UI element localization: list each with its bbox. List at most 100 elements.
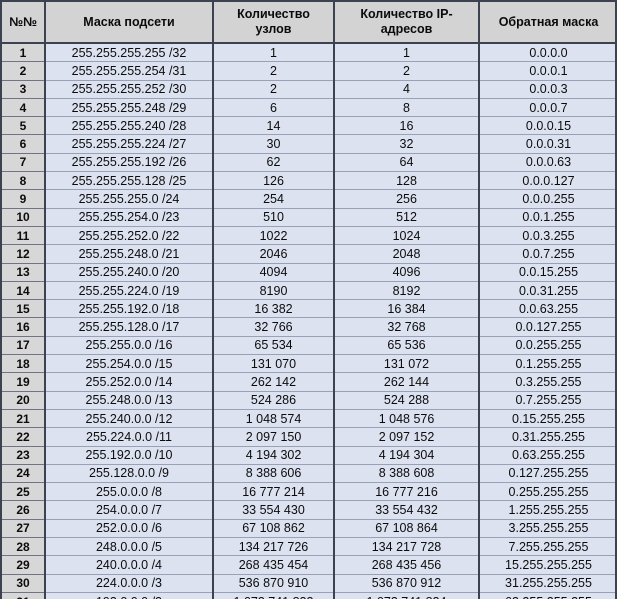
cell-ip-count: 4 194 304 xyxy=(334,446,480,465)
cell-ip-count: 1 073 741 824 xyxy=(334,592,480,599)
cell-subnet-mask: 248.0.0.0 /5 xyxy=(45,537,214,557)
cell-wildcard-mask: 0.255.255.255 xyxy=(479,482,619,502)
table-row: 30 224.0.0.0 /3 536 870 910 536 870 912 31.2… xyxy=(0,574,619,593)
table-row: 20 255.248.0.0 /13 524 286 524 288 0.7.255.2… xyxy=(0,391,619,410)
cell-wildcard-mask: 0.0.0.1 xyxy=(479,61,619,81)
cell-wildcard-mask: 0.0.31.255 xyxy=(479,281,619,301)
cell-subnet-mask: 255.255.0.0 /16 xyxy=(45,336,214,356)
cell-ip-count: 8 xyxy=(334,98,480,118)
cell-host-count: 67 108 862 xyxy=(213,519,335,539)
cell-host-count: 254 xyxy=(213,189,335,209)
cell-wildcard-mask: 0.3.255.255 xyxy=(479,372,619,392)
cell-host-count: 8190 xyxy=(213,281,335,301)
cell-row-number: 19 xyxy=(0,372,46,392)
cell-ip-count: 134 217 728 xyxy=(334,537,480,557)
cell-host-count: 6 xyxy=(213,98,335,118)
cell-row-number: 1 xyxy=(0,43,46,63)
cell-wildcard-mask: 7.255.255.255 xyxy=(479,537,619,557)
column-header-ip-count: Количество IP-адресов xyxy=(334,0,480,44)
table-row: 17 255.255.0.0 /16 65 534 65 536 0.0.255.255 xyxy=(0,336,619,356)
cell-ip-count: 268 435 456 xyxy=(334,555,480,575)
cell-host-count: 536 870 910 xyxy=(213,574,335,593)
cell-row-number: 28 xyxy=(0,537,46,557)
table-row: 15 255.255.192.0 /18 16 382 16 384 0.0.63.25… xyxy=(0,299,619,319)
cell-subnet-mask: 255.192.0.0 /10 xyxy=(45,446,214,465)
cell-ip-count: 16 xyxy=(334,116,480,136)
cell-subnet-mask: 255.255.248.0 /21 xyxy=(45,244,214,264)
table-body: 1 255.255.255.255 /32 1 1 0.0.0.0 2 255.255.25… xyxy=(0,43,619,599)
cell-wildcard-mask: 0.0.0.63 xyxy=(479,153,619,173)
cell-wildcard-mask: 0.0.127.255 xyxy=(479,317,619,337)
cell-row-number: 30 xyxy=(0,574,46,593)
table-row: 16 255.255.128.0 /17 32 766 32 768 0.0.127.2… xyxy=(0,317,619,337)
cell-row-number: 23 xyxy=(0,446,46,465)
cell-ip-count: 2048 xyxy=(334,244,480,264)
cell-row-number: 4 xyxy=(0,98,46,118)
cell-wildcard-mask: 0.63.255.255 xyxy=(479,446,619,465)
cell-row-number: 12 xyxy=(0,244,46,264)
cell-ip-count: 512 xyxy=(334,208,480,227)
table-row: 31192.0.0.0 /21 073 741 8221 073 741 824… xyxy=(0,592,619,599)
cell-subnet-mask: 255.255.255.0 /24 xyxy=(45,189,214,209)
cell-host-count: 30 xyxy=(213,134,335,154)
cell-subnet-mask: 255.255.192.0 /18 xyxy=(45,299,214,319)
cell-row-number: 31 xyxy=(0,592,46,599)
cell-subnet-mask: 255.128.0.0 /9 xyxy=(45,464,214,484)
cell-wildcard-mask: 0.0.15.255 xyxy=(479,263,619,282)
cell-wildcard-mask: 0.0.0.3 xyxy=(479,80,619,99)
cell-host-count: 62 xyxy=(213,153,335,173)
cell-subnet-mask: 255.224.0.0 /11 xyxy=(45,427,214,447)
cell-host-count: 1022 xyxy=(213,226,335,246)
cell-ip-count: 256 xyxy=(334,189,480,209)
cell-row-number: 26 xyxy=(0,500,46,520)
cell-row-number: 27 xyxy=(0,519,46,539)
cell-row-number: 2 xyxy=(0,61,46,81)
table-row: 5 255.255.255.240 /28 14 16 0.0.0.15 xyxy=(0,116,619,136)
table-row: 9 255.255.255.0 /24 254 256 0.0.0.255 xyxy=(0,189,619,209)
cell-host-count: 131 070 xyxy=(213,354,335,374)
cell-host-count: 2 097 150 xyxy=(213,427,335,447)
table-row: 8 255.255.255.128 /25 126 128 0.0.0.127 xyxy=(0,171,619,191)
cell-subnet-mask: 255.255.254.0 /23 xyxy=(45,208,214,227)
table-row: 19 255.252.0.0 /14 262 142 262 144 0.3.255.2… xyxy=(0,372,619,392)
cell-subnet-mask: 255.255.255.255 /32 xyxy=(45,43,214,63)
cell-subnet-mask: 255.255.255.224 /27 xyxy=(45,134,214,154)
cell-row-number: 21 xyxy=(0,409,46,429)
cell-row-number: 20 xyxy=(0,391,46,410)
cell-subnet-mask: 255.255.252.0 /22 xyxy=(45,226,214,246)
cell-host-count: 268 435 454 xyxy=(213,555,335,575)
table-row: 27 252.0.0.0 /6 67 108 862 67 108 864 3.255.… xyxy=(0,519,619,539)
cell-wildcard-mask: 0.7.255.255 xyxy=(479,391,619,410)
cell-ip-count: 8 388 608 xyxy=(334,464,480,484)
cell-ip-count: 2 097 152 xyxy=(334,427,480,447)
table-row: 10 255.255.254.0 /23 510 512 0.0.1.255 xyxy=(0,208,619,227)
cell-host-count: 1 xyxy=(213,43,335,63)
cell-row-number: 7 xyxy=(0,153,46,173)
cell-row-number: 10 xyxy=(0,208,46,227)
cell-host-count: 4094 xyxy=(213,263,335,282)
cell-ip-count: 524 288 xyxy=(334,391,480,410)
cell-wildcard-mask: 0.0.0.7 xyxy=(479,98,619,118)
cell-subnet-mask: 255.248.0.0 /13 xyxy=(45,391,214,410)
cell-wildcard-mask: 0.0.0.127 xyxy=(479,171,619,191)
cell-wildcard-mask: 0.31.255.255 xyxy=(479,427,619,447)
table-row: 18 255.254.0.0 /15 131 070 131 072 0.1.255.2… xyxy=(0,354,619,374)
cell-row-number: 11 xyxy=(0,226,46,246)
cell-host-count: 524 286 xyxy=(213,391,335,410)
table-row: 29 240.0.0.0 /4 268 435 454 268 435 456 15.2… xyxy=(0,555,619,575)
cell-wildcard-mask: 0.15.255.255 xyxy=(479,409,619,429)
cell-host-count: 126 xyxy=(213,171,335,191)
table-row: 3 255.255.255.252 /30 2 4 0.0.0.3 xyxy=(0,80,619,99)
table-row: 7 255.255.255.192 /26 62 64 0.0.0.63 xyxy=(0,153,619,173)
cell-wildcard-mask: 0.0.0.15 xyxy=(479,116,619,136)
page-right-margin xyxy=(617,0,624,599)
cell-ip-count: 64 xyxy=(334,153,480,173)
cell-subnet-mask: 255.254.0.0 /15 xyxy=(45,354,214,374)
table-row: 21 255.240.0.0 /12 1 048 574 1 048 576 0.15.… xyxy=(0,409,619,429)
cell-row-number: 13 xyxy=(0,263,46,282)
cell-host-count: 510 xyxy=(213,208,335,227)
table-row: 13 255.255.240.0 /20 4094 4096 0.0.15.255 xyxy=(0,263,619,282)
cell-host-count: 262 142 xyxy=(213,372,335,392)
cell-row-number: 15 xyxy=(0,299,46,319)
cell-host-count: 32 766 xyxy=(213,317,335,337)
